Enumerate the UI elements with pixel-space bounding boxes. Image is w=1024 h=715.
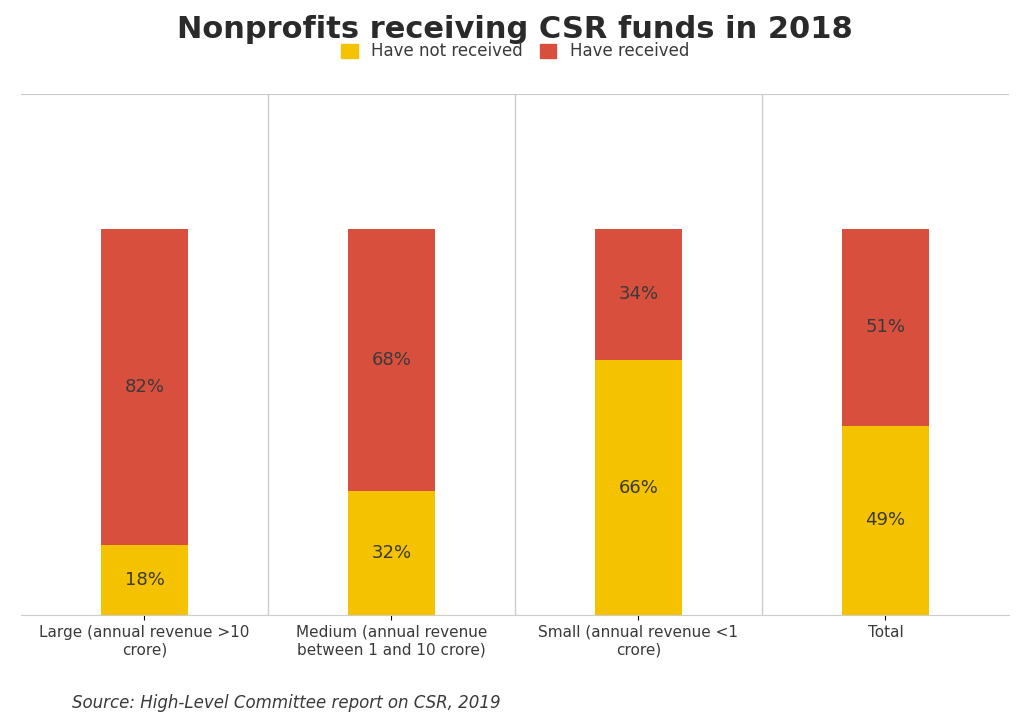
Text: 82%: 82% <box>125 378 165 396</box>
Text: Source: High-Level Committee report on CSR, 2019: Source: High-Level Committee report on C… <box>72 694 501 712</box>
Title: Nonprofits receiving CSR funds in 2018: Nonprofits receiving CSR funds in 2018 <box>177 15 853 44</box>
Bar <box>101 229 187 546</box>
Bar <box>595 229 682 360</box>
Text: 66%: 66% <box>618 478 658 496</box>
Text: 51%: 51% <box>865 318 905 336</box>
Text: 68%: 68% <box>372 351 412 369</box>
Bar <box>595 360 682 615</box>
Text: 32%: 32% <box>372 544 412 562</box>
Legend: Have not received, Have received: Have not received, Have received <box>333 34 697 69</box>
Bar <box>101 546 187 615</box>
Bar <box>843 425 929 615</box>
Bar <box>348 491 435 615</box>
Text: 18%: 18% <box>125 571 165 589</box>
Text: 49%: 49% <box>865 511 905 529</box>
Text: 34%: 34% <box>618 285 658 303</box>
Bar <box>843 229 929 425</box>
Bar <box>348 229 435 491</box>
